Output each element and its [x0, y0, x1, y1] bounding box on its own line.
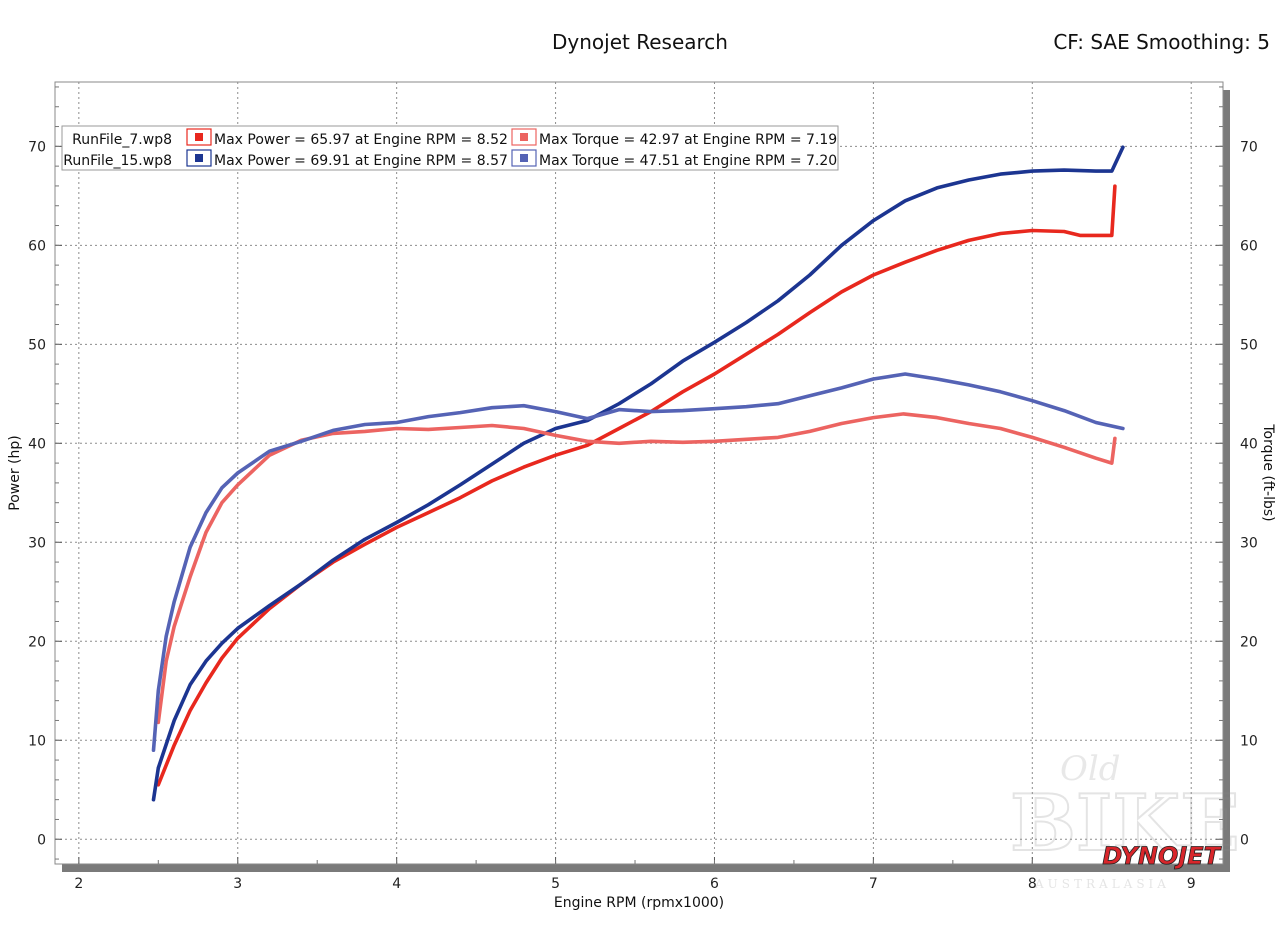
- legend-power-run15: Max Power = 69.91 at Engine RPM = 8.57: [214, 153, 508, 169]
- legend-swatch-torque-run15-fill: [520, 154, 528, 162]
- x-tick-label: 7: [869, 876, 878, 892]
- x-tick-label: 8: [1028, 876, 1037, 892]
- chart-title: Dynojet Research: [552, 30, 728, 54]
- y-tick-label: 0: [37, 832, 46, 848]
- y-tick-label: 60: [28, 238, 46, 254]
- y-tick-label: 50: [28, 337, 46, 353]
- x-tick-label: 4: [392, 876, 401, 892]
- legend-file-run7: RunFile_7.wp8: [72, 132, 172, 148]
- series-line-0: [156, 184, 1117, 787]
- y2-tick-label: 10: [1240, 733, 1258, 749]
- legend-file-run15: RunFile_15.wp8: [63, 153, 172, 169]
- y-tick-label: 30: [28, 535, 46, 551]
- series-line-3: [151, 372, 1125, 752]
- legend-torque-run15: Max Torque = 47.51 at Engine RPM = 7.20: [539, 153, 837, 169]
- plot-area: [54, 81, 1224, 865]
- y2-tick-label: 50: [1240, 337, 1258, 353]
- y2-tick-label: 70: [1240, 139, 1258, 155]
- x-axis-label: Engine RPM (rpmx1000): [554, 895, 724, 911]
- legend-swatch-power-run7-fill: [195, 133, 203, 141]
- y-tick-label: 20: [28, 634, 46, 650]
- x-tick-label: 2: [74, 876, 83, 892]
- legend: RunFile_7.wp8 Max Power = 65.97 at Engin…: [61, 125, 839, 171]
- y-tick-label: 10: [28, 733, 46, 749]
- y2-tick-label: 20: [1240, 634, 1258, 650]
- legend-power-run7: Max Power = 65.97 at Engine RPM = 8.52: [214, 132, 508, 148]
- old-bike-watermark: Old BIKE AUSTRALASIA: [1009, 749, 1241, 891]
- y-tick-label: 70: [28, 139, 46, 155]
- watermark-old-text: Old: [1060, 749, 1121, 789]
- series-line-2: [156, 412, 1117, 725]
- y2-tick-label: 30: [1240, 535, 1258, 551]
- legend-swatch-torque-run7-fill: [520, 133, 528, 141]
- y2-axis-label: Torque (ft-lbs): [1260, 423, 1276, 521]
- y2-axis-ticks: 0 10 20 30 40 50 60 70: [1216, 86, 1258, 860]
- series-line-1: [151, 145, 1125, 802]
- grid-lines: [55, 82, 1223, 864]
- y2-tick-label: 40: [1240, 436, 1258, 452]
- x-tick-label: 9: [1187, 876, 1196, 892]
- x-tick-label: 5: [551, 876, 560, 892]
- y-axis-ticks: 0 10 20 30 40 50 60 70: [28, 86, 62, 860]
- y2-tick-label: 60: [1240, 238, 1258, 254]
- dynojet-logo: DYNOJET: [1102, 842, 1221, 870]
- x-axis-ticks: 2 3 4 5 6 7 8 9: [74, 857, 1196, 892]
- x-tick-label: 3: [233, 876, 242, 892]
- watermark-region-text: AUSTRALASIA: [1034, 877, 1170, 891]
- y-tick-label: 40: [28, 436, 46, 452]
- legend-torque-run7: Max Torque = 42.97 at Engine RPM = 7.19: [539, 132, 837, 148]
- y-axis-label: Power (hp): [7, 435, 23, 510]
- correction-factor-label: CF: SAE Smoothing: 5: [1053, 30, 1270, 54]
- y2-tick-label: 0: [1240, 832, 1249, 848]
- series-group: [151, 145, 1125, 802]
- x-tick-label: 6: [710, 876, 719, 892]
- watermark-bike-text: BIKE: [1010, 778, 1240, 869]
- legend-swatch-power-run15-fill: [195, 154, 203, 162]
